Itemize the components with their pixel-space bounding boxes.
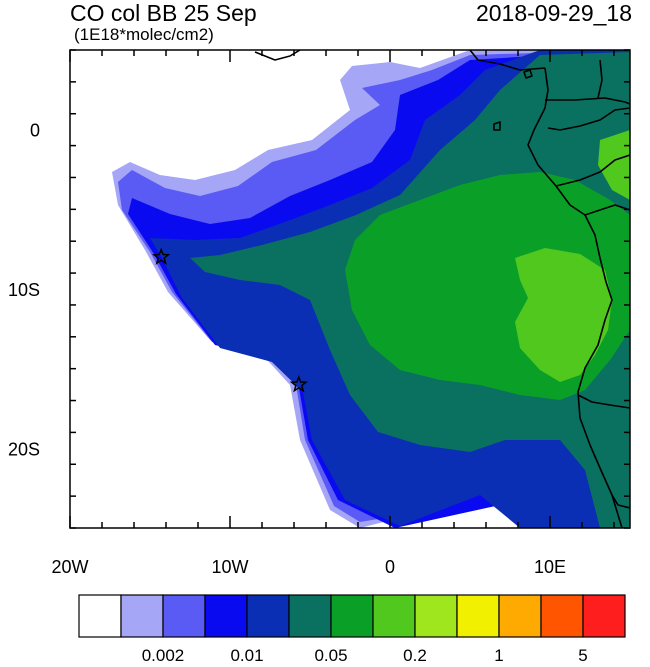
units-label: (1E18*molec/cm2) (74, 25, 214, 44)
coastlines (254, 50, 630, 528)
lat-tick-label: 20S (8, 439, 40, 459)
station-star-south (289, 375, 308, 393)
colorbar-label: 0.002 (142, 646, 185, 665)
africa-coastline (527, 67, 623, 528)
colorbar-box (414, 594, 458, 638)
colorbar-box (120, 594, 164, 638)
station-markers (152, 247, 308, 393)
co-contour-0.2-a (515, 248, 612, 382)
gulf-of-guinea-coast (469, 50, 546, 71)
axis-tick-labels: 20W 10W 0 10E 0 10S 20S (8, 121, 566, 577)
colorbar-box (582, 594, 626, 638)
country-border-2 (547, 107, 630, 131)
station-star-north (152, 247, 171, 265)
colorbar-box (456, 594, 500, 638)
plot-frame (69, 49, 631, 529)
colorbar-box (330, 594, 374, 638)
island-1 (523, 69, 533, 79)
co-contour-0.2-b (598, 130, 630, 200)
colorbar-label: 0.01 (230, 646, 263, 665)
island-2 (493, 121, 501, 131)
lon-tick-label: 10W (211, 557, 248, 577)
colorbar-box (372, 594, 416, 638)
plot-area (70, 50, 630, 528)
colorbar-box (288, 594, 332, 638)
colorbar-box (498, 594, 542, 638)
colorbar-box (204, 594, 248, 638)
country-border-4 (584, 204, 630, 216)
island-3 (254, 50, 301, 61)
country-border-1 (545, 97, 630, 105)
lon-tick-label: 20W (51, 557, 88, 577)
lon-tick-label: 10E (534, 557, 566, 577)
axis-ticks (69, 49, 630, 529)
map-title: CO col BB 25 Sep (70, 0, 257, 26)
colorbar: 0.002 0.01 0.05 0.2 1 5 (78, 594, 626, 665)
country-border-5 (577, 394, 630, 409)
country-border-7 (597, 59, 603, 99)
colorbar-box (540, 594, 584, 638)
colorbar-label: 0.05 (314, 646, 347, 665)
colorbar-box (162, 594, 206, 638)
colorbar-label: 1 (494, 646, 503, 665)
country-border-6 (611, 494, 630, 509)
country-border-3 (555, 154, 630, 187)
colorbar-box (78, 594, 122, 638)
colorbar-label: 0.2 (403, 646, 427, 665)
valid-time-label: 2018-09-29_18 (475, 0, 632, 26)
colorbar-label: 5 (578, 646, 587, 665)
lat-tick-label: 10S (8, 280, 40, 300)
lon-tick-label: 0 (385, 557, 395, 577)
lat-tick-label: 0 (30, 121, 40, 141)
colorbar-box (246, 594, 290, 638)
